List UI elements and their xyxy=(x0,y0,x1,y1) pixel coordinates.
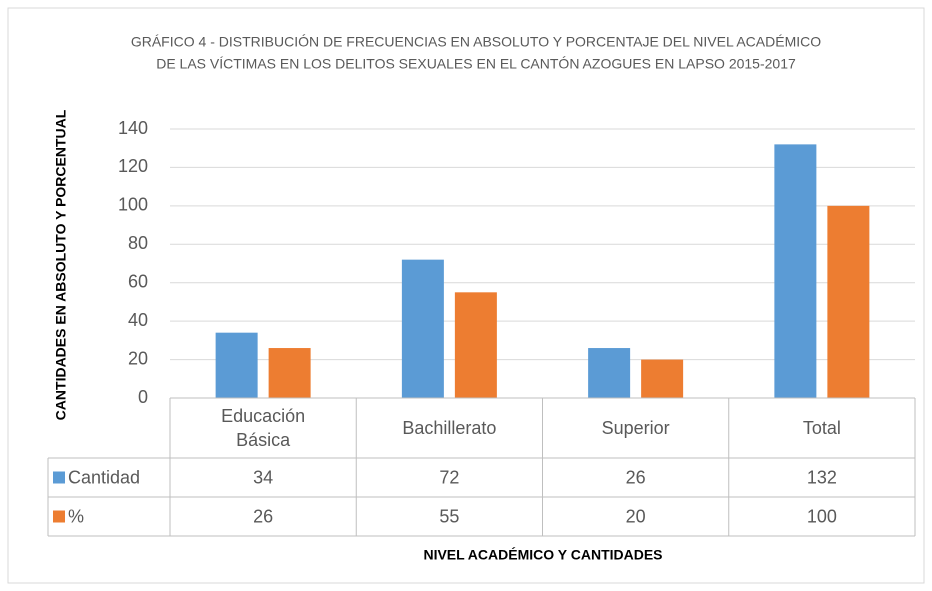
y-tick-label: 100 xyxy=(118,195,148,215)
table-value: 34 xyxy=(253,467,273,487)
x-axis-title: NIVEL ACADÉMICO Y CANTIDADES xyxy=(423,547,662,563)
bar xyxy=(268,348,311,398)
bar xyxy=(215,332,258,398)
legend-label: Cantidad xyxy=(68,467,140,487)
y-tick-label: 40 xyxy=(128,310,148,330)
legend-label: % xyxy=(68,506,84,526)
y-tick-label: 140 xyxy=(118,118,148,138)
y-axis-title: CANTIDADES EN ABSOLUTO Y PORCENTUAL xyxy=(53,109,69,420)
table-value: 132 xyxy=(807,467,837,487)
table-value: 55 xyxy=(439,506,459,526)
x-tick-label-text: Educación Básica xyxy=(221,406,306,450)
x-tick-label-text: Superior xyxy=(601,418,670,438)
y-tick-label: 80 xyxy=(128,233,148,253)
table-value: 20 xyxy=(626,506,646,526)
bar xyxy=(774,144,817,398)
bar xyxy=(401,259,444,398)
y-tick-label: 120 xyxy=(118,156,148,176)
x-tick-label-text: Total xyxy=(802,418,841,438)
bar xyxy=(641,359,684,398)
y-tick-label: 60 xyxy=(128,271,148,291)
x-tick-label: Superior xyxy=(543,398,729,458)
y-tick-label: 20 xyxy=(128,348,148,368)
table-value: 26 xyxy=(253,506,273,526)
x-tick-label-text: Bachillerato xyxy=(402,418,497,438)
chart-title: GRÁFICO 4 - DISTRIBUCIÓN DE FRECUENCIAS … xyxy=(131,34,821,50)
x-tick-label: Bachillerato xyxy=(356,398,542,458)
table-value: 72 xyxy=(439,467,459,487)
legend-key xyxy=(53,471,65,484)
x-tick-label: Total xyxy=(729,398,915,458)
chart-title: DE LAS VÍCTIMAS EN LOS DELITOS SEXUALES … xyxy=(156,56,796,72)
table-value: 26 xyxy=(626,467,646,487)
x-tick-label: Educación Básica xyxy=(170,398,356,458)
bar xyxy=(588,348,631,398)
bar xyxy=(827,205,870,398)
table-value: 100 xyxy=(807,506,837,526)
bar xyxy=(454,292,497,398)
legend-key xyxy=(53,510,65,523)
y-tick-label: 0 xyxy=(138,387,148,407)
